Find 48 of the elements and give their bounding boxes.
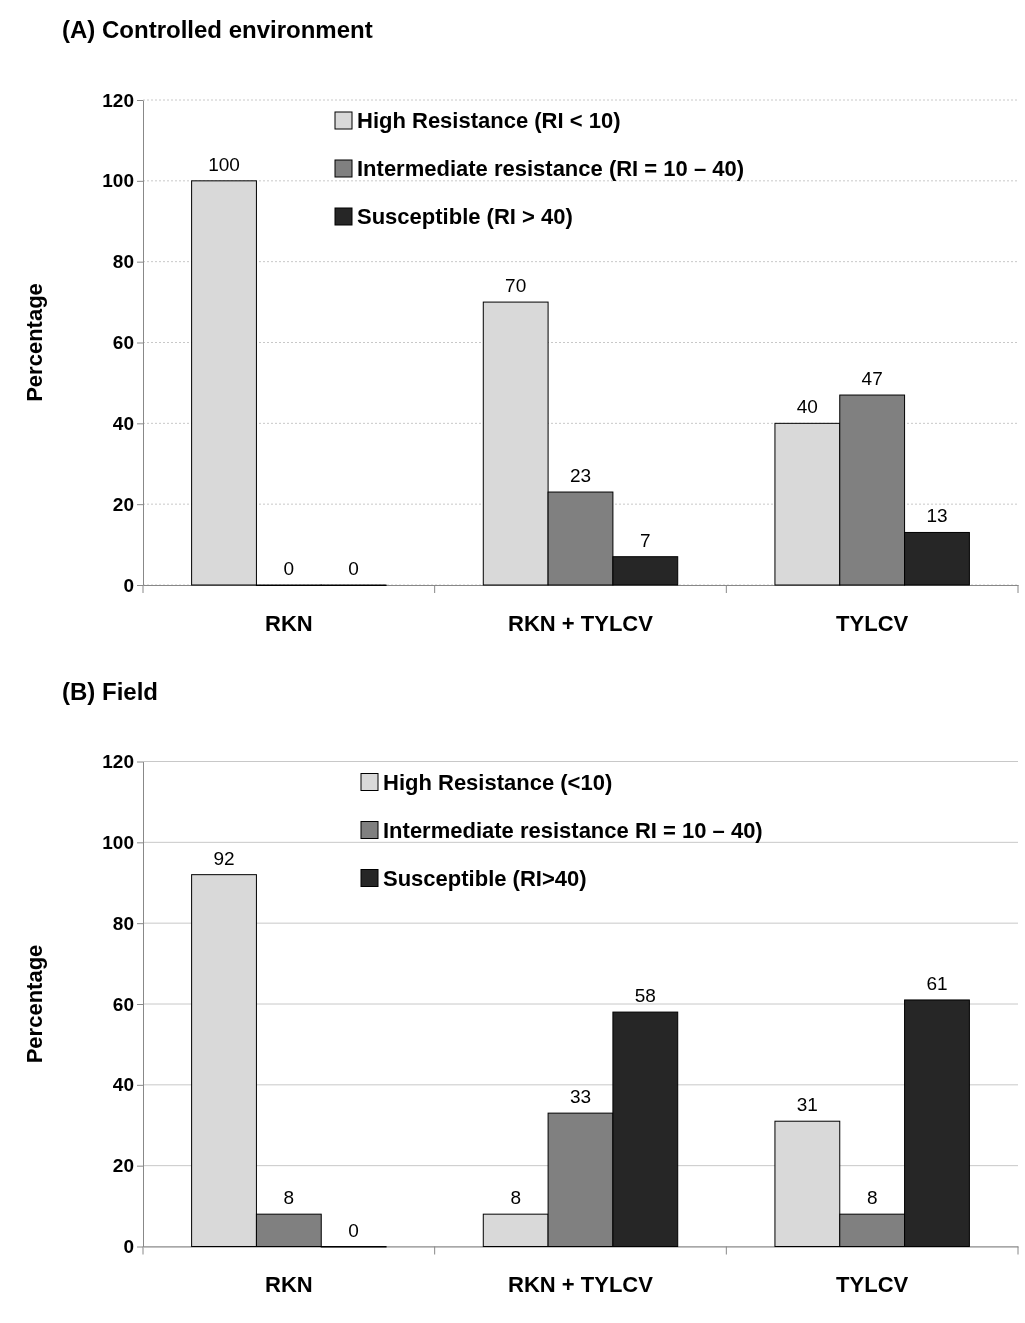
y-tick-label: 60 (112, 993, 134, 1015)
y-axis-title: Percentage (22, 944, 47, 1064)
y-tick-label: 120 (102, 751, 134, 773)
data-label: 70 (505, 275, 527, 297)
y-tick-label: 100 (102, 831, 134, 853)
data-label: 8 (283, 1187, 295, 1209)
data-label: 31 (796, 1094, 818, 1116)
x-tick-label: RKN (265, 1272, 313, 1298)
data-label: 23 (569, 465, 592, 487)
y-tick-label: 40 (112, 412, 134, 434)
y-tick-label: 40 (112, 1074, 134, 1096)
data-label: 0 (348, 558, 359, 579)
y-tick-label: 20 (112, 493, 134, 515)
y-axis-title: Percentage (22, 283, 47, 402)
data-label: 61 (926, 972, 948, 994)
data-label: 40 (796, 396, 818, 418)
data-label: 13 (926, 505, 948, 527)
x-tick-label: RKN + TYLCV (508, 1272, 654, 1298)
data-label: 33 (569, 1086, 592, 1108)
data-label: 47 (861, 368, 883, 390)
y-tick-label: 100 (102, 170, 134, 192)
data-label: 7 (640, 529, 651, 551)
x-tick-label: RKN (265, 610, 313, 636)
legend-label: Intermediate resistance (RI = 10 – 40) (357, 156, 745, 181)
chart-title: (A) Controlled environment (62, 16, 373, 43)
legend-label: Susceptible (RI > 40) (357, 204, 573, 229)
y-tick-label: 0 (123, 1236, 134, 1258)
legend-label: Intermediate resistance RI = 10 – 40) (383, 817, 763, 843)
chart-title: (B) Field (62, 677, 158, 705)
y-tick-label: 60 (112, 332, 134, 354)
y-tick-label: 20 (112, 1155, 134, 1177)
data-label: 58 (634, 985, 656, 1007)
x-tick-label: TYLCV (836, 1272, 909, 1298)
data-label: 0 (283, 558, 295, 579)
y-tick-label: 120 (102, 89, 134, 111)
data-label: 8 (866, 1187, 878, 1209)
data-label: 100 (208, 153, 240, 175)
x-tick-label: RKN + TYLCV (508, 610, 654, 636)
y-tick-label: 80 (112, 912, 134, 934)
y-tick-label: 0 (123, 574, 134, 596)
legend-label: Susceptible (RI>40) (383, 865, 587, 891)
legend-label: High Resistance (RI < 10) (357, 108, 621, 133)
x-tick-label: TYLCV (836, 610, 909, 636)
data-label: 0 (348, 1219, 359, 1241)
data-label: 8 (510, 1187, 521, 1209)
legend-label: High Resistance (<10) (383, 769, 613, 795)
y-tick-label: 80 (112, 251, 134, 273)
data-label: 92 (213, 847, 235, 869)
